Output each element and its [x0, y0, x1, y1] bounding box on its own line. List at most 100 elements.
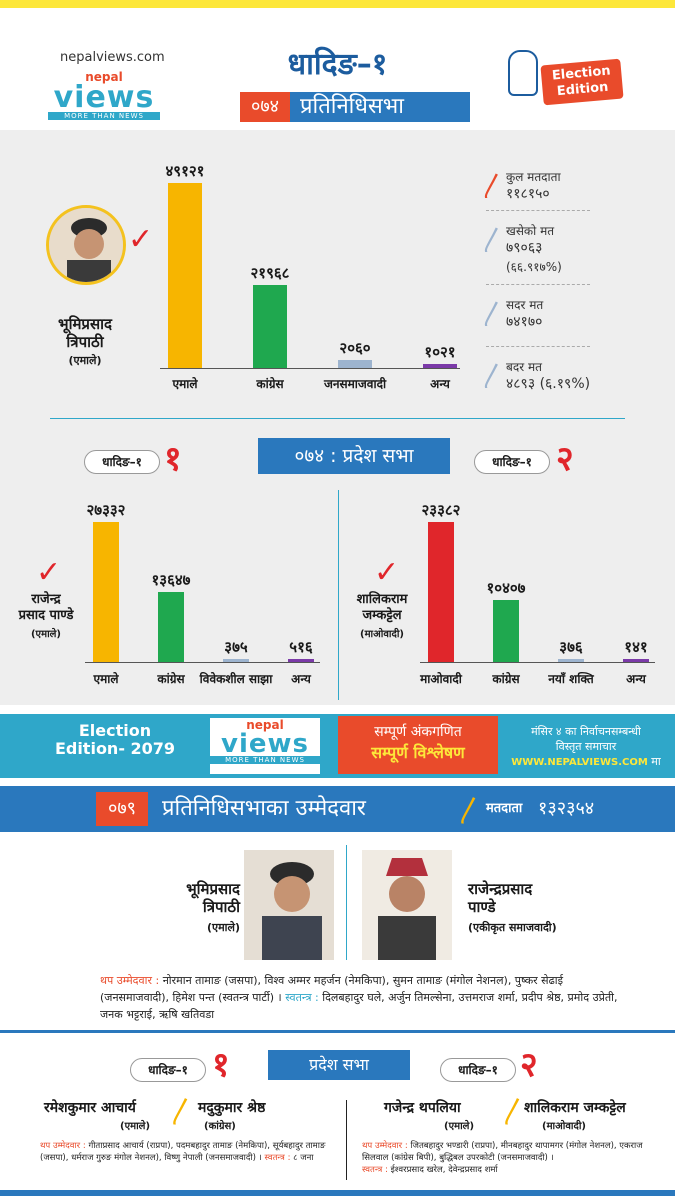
- bar-4: [623, 659, 649, 662]
- province-2079-header: प्रदेश सभा: [268, 1050, 410, 1080]
- stat-label: बदर मत: [506, 360, 542, 374]
- prov2079-left-pill: धादिङ–१: [130, 1058, 206, 1082]
- prov2079-r-indep-text: ईश्वरप्रसाद खरेल, देवेन्द्रप्रसाद शर्मा: [390, 1165, 498, 1175]
- stat-value: ७९०६३: [506, 240, 543, 256]
- prov2079-divider: [346, 1100, 347, 1180]
- bar-value-label-3: २०६०: [339, 339, 371, 357]
- top-yellow-strip: [0, 0, 675, 8]
- nepalviews-logo[interactable]: nepal views MORE THAN NEWS: [48, 70, 160, 124]
- category-label-1: माओवादी: [420, 672, 462, 686]
- bar-value-label-2: २१९६८: [250, 264, 290, 282]
- constituency-title: धादिङ–१: [287, 47, 388, 82]
- banner-edition-text: Election Edition- 2079: [40, 722, 190, 758]
- voters-label: मतदाता: [486, 801, 523, 816]
- banner-website-link[interactable]: WWW.NEPALVIEWS.COM: [511, 757, 648, 768]
- stat-divider: [486, 284, 590, 285]
- curl-decoration-icon: 〳: [456, 794, 485, 827]
- bar-2: [253, 285, 287, 368]
- stat-curl-icon: 〳: [480, 300, 507, 330]
- category-label-4: अन्य: [291, 672, 311, 686]
- section-rule-1: [0, 1030, 675, 1033]
- category-label-2: कांग्रेस: [157, 672, 185, 686]
- category-label-1: एमाले: [93, 672, 119, 686]
- bar-value-label-4: १०२१: [424, 343, 456, 361]
- bar-value-label-4: १४१: [624, 638, 648, 656]
- province-right-number: २: [556, 439, 574, 479]
- bar-4: [423, 364, 457, 368]
- chart-baseline: [85, 662, 320, 663]
- prov2079-l-cand2-party: (कांग्रेस): [204, 1121, 236, 1132]
- prov2079-r-cand1-party: (एमाले): [444, 1121, 475, 1132]
- stat-curl-icon: 〳: [480, 362, 507, 392]
- banner-left-line-2: Edition- 2079: [54, 739, 176, 758]
- winner-check-icon: ✓: [128, 222, 154, 257]
- bar-4: [288, 659, 314, 662]
- fed-cand1-photo: [244, 850, 334, 960]
- banner-analysis-box: सम्पूर्ण अंकगणित सम्पूर्ण विश्लेषण: [338, 716, 498, 774]
- bar-value-label-2: १०४०७: [486, 579, 526, 597]
- bar-1: [93, 522, 119, 662]
- banner-right-suffix: मा: [651, 755, 661, 768]
- bottom-rule: [0, 1190, 675, 1196]
- chart-baseline: [160, 368, 460, 369]
- winner-name-line-1: भूमिप्रसाद: [58, 315, 112, 333]
- election-banner: [0, 714, 675, 778]
- fed-cand1-line-2: त्रिपाठी: [202, 898, 240, 916]
- fed-cand2-line-1: राजेन्द्रप्रसाद: [468, 880, 533, 898]
- prov2079-l-cand1-party: (एमाले): [120, 1121, 151, 1132]
- winner-photo-avatar: [46, 205, 126, 285]
- prov2079-l-others-text: गीताप्रसाद आचार्य (राप्रपा), पदमबहादुर त…: [40, 1141, 326, 1163]
- year-box-074: ०७४: [240, 92, 290, 122]
- section-divider: [50, 418, 625, 419]
- prov1-winner-check-icon: ✓: [36, 555, 62, 590]
- logo-nepal-text: nepal: [85, 70, 123, 84]
- category-label-1: एमाले: [172, 377, 198, 391]
- logo-views-text: views: [53, 80, 155, 115]
- year-box-079: ०७९: [96, 792, 148, 826]
- fed-cand1-name: भूमिप्रसाद त्रिपाठी: [140, 880, 240, 916]
- prov2079-left-number: १: [212, 1045, 230, 1085]
- bar-2: [158, 592, 184, 662]
- province-header-text: ०७४ : प्रदेश सभा: [294, 445, 414, 467]
- category-label-2: कांग्रेस: [256, 377, 284, 391]
- prov2-winner-check-icon: ✓: [374, 555, 400, 590]
- candidates-title: प्रतिनिधिसभाका उम्मेदवार: [162, 796, 366, 821]
- banner-left-line-1: Election: [78, 721, 152, 740]
- category-label-3: जनसमाजवादी: [323, 377, 387, 391]
- bar-3: [223, 659, 249, 662]
- banner-logo[interactable]: nepal views MORE THAN NEWS: [210, 718, 320, 774]
- province-header-box: [258, 438, 450, 474]
- prov2079-l-indep-text: ८ जना: [293, 1153, 314, 1163]
- bar-3: [558, 659, 584, 662]
- bar-value-label-1: २३३८२: [421, 501, 461, 519]
- banner-mid-line-1: सम्पूर्ण अंकगणित: [374, 724, 462, 740]
- prov2079-r-cand2-party: (माओवादी): [542, 1121, 586, 1132]
- winner-party: (एमाले): [68, 354, 102, 367]
- category-label-2: कांग्रेस: [492, 672, 520, 686]
- prov2-winner-party: (माओवादी): [360, 629, 404, 640]
- bar-value-label-1: ४९१२१: [165, 162, 205, 180]
- prov2079-r-indep-label: स्वतन्त्र :: [362, 1165, 388, 1175]
- winner-name-line-2: त्रिपाठी: [66, 333, 104, 351]
- prov2079-l-others-label: थप उम्मेदवार :: [40, 1141, 86, 1151]
- prov2079-l-cand2-name: मदुकुमार श्रेष्ठ: [198, 1100, 266, 1116]
- fed-others-label: थप उम्मेदवार :: [100, 974, 160, 987]
- fed-cand2-line-2: पाण्डे: [468, 898, 496, 916]
- stat-divider: [486, 210, 590, 211]
- fed-cand1-line-1: भूमिप्रसाद: [186, 880, 240, 898]
- house-label-box: प्रतिनिधिसभा: [290, 92, 470, 122]
- banner-news-text: मंसिर ४ का निर्वाचनसम्बन्धी विस्तृत समाच…: [506, 724, 666, 770]
- prov2079-right-others: थप उम्मेदवार : जितबहादुर भण्डारी (राप्रप…: [362, 1140, 662, 1176]
- fed-other-candidates: थप उम्मेदवार : नोरमान तामाङ (जसपा), विश्…: [100, 972, 620, 1023]
- fed-cand2-photo: [362, 850, 452, 960]
- banner-logo-tag: MORE THAN NEWS: [210, 756, 320, 764]
- stat-value: ११८१५०: [506, 186, 550, 202]
- stat-curl-icon: 〳: [480, 226, 507, 256]
- bar-value-label-3: ३७५: [224, 638, 248, 656]
- site-url[interactable]: nepalviews.com: [60, 50, 165, 65]
- bar-1: [168, 183, 202, 368]
- fed-cand2-party: (एकीकृत समाजवादी): [468, 921, 557, 934]
- prov2079-r-others-label: थप उम्मेदवार :: [362, 1141, 408, 1151]
- winner-name: भूमिप्रसाद त्रिपाठी: [30, 315, 140, 351]
- bar-3: [338, 360, 372, 368]
